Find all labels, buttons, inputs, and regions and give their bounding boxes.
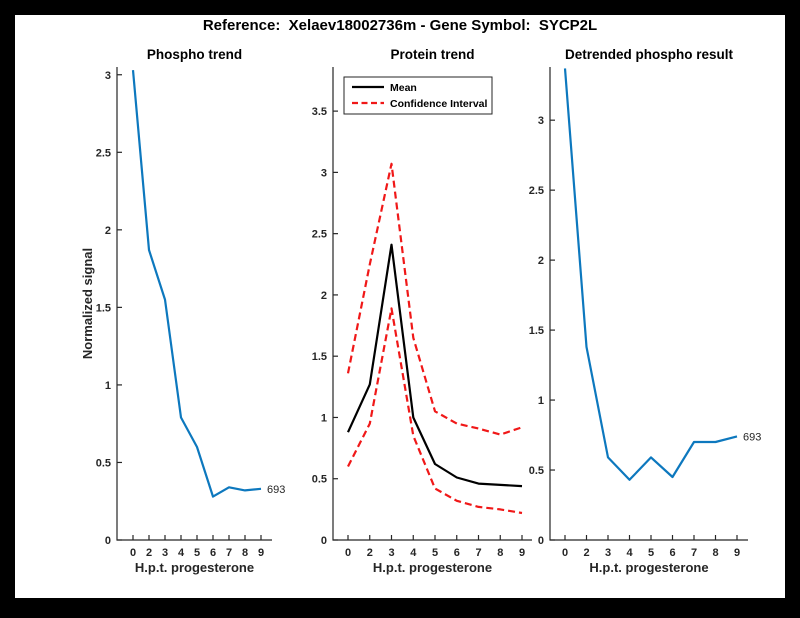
series-mean [346,243,523,488]
y-tick-label: 1 [321,412,327,424]
legend-entry-label: Mean [390,82,417,94]
y-tick-label: 0.5 [312,474,327,486]
x-tick-label: 0 [130,547,136,559]
subplot-title: Phospho trend [147,47,242,62]
x-tick-label: 3 [162,547,168,559]
y-tick-labels: 0 0.5 1 1.5 2 2.5 3 [96,70,122,547]
y-axis-label: Normalized signal [80,248,95,359]
subplot-title: Protein trend [390,47,474,62]
x-tick-label: 2 [583,547,589,559]
x-tick-label: 9 [258,547,264,559]
x-tick-label: 3 [605,547,611,559]
figure-title: Reference: Xelaev18002736m - Gene Symbol… [202,17,598,34]
y-tick-label: 3 [321,167,327,179]
subplot-2: 0 0.5 1 1.5 2 2.5 3 3.5 0 2 3 4 5 6 7 8 9 Protein trend H.… [312,47,532,575]
subplot-title: Detrended phospho result [565,47,734,62]
x-tick-label: 5 [194,547,200,559]
legend-entry-label: Confidence Interval [390,98,488,110]
legend: Mean Confidence Interval [343,76,493,115]
x-tick-label: 4 [626,547,633,559]
x-axis-label: H.p.t. progesterone [589,560,708,575]
legend-box [343,76,493,115]
x-tick-label: 5 [432,547,438,559]
x-tick-label: 8 [497,547,503,559]
y-tick-label: 3 [538,115,544,127]
end-point-label: 693 [743,431,761,443]
end-point-label: 693 [267,484,285,496]
x-tick-labels: 0 2 3 4 5 6 7 8 9 [562,535,740,559]
subplot-3: 0 0.5 1 1.5 2 2.5 3 0 2 3 4 5 6 7 8 9 Detrended phospho … [529,47,762,575]
x-tick-label: 7 [475,547,481,559]
y-tick-labels: 0 0.5 1 1.5 2 2.5 3 3.5 [312,106,338,547]
axes-lines [549,67,748,541]
y-tick-label: 2 [321,290,327,302]
y-tick-label: 1.5 [529,325,544,337]
y-tick-label: 3 [105,70,111,82]
y-tick-label: 0.5 [96,457,111,469]
series-ci-upper [346,162,523,436]
y-tick-label: 2.5 [529,185,544,197]
y-tick-label: 0 [105,535,111,547]
series-detrended-phospho [563,68,738,481]
y-tick-label: 1 [538,395,544,407]
y-tick-label: 0 [321,535,327,547]
x-tick-label: 6 [669,547,675,559]
y-tick-label: 3.5 [312,106,327,118]
x-tick-label: 7 [691,547,697,559]
y-tick-label: 1 [105,380,111,392]
x-tick-label: 8 [712,547,718,559]
y-tick-label: 2.5 [312,229,327,241]
y-tick-label: 2 [538,255,544,267]
x-axis-label: H.p.t. progesterone [135,560,254,575]
x-tick-label: 6 [210,547,216,559]
x-tick-label: 7 [226,547,232,559]
x-tick-label: 0 [345,547,351,559]
x-tick-label: 4 [178,547,185,559]
x-tick-label: 8 [242,547,248,559]
x-axis-label: H.p.t. progesterone [373,560,492,575]
series-ci-lower [347,307,523,515]
axes-lines [116,67,272,541]
x-tick-label: 9 [734,547,740,559]
x-tick-label: 2 [367,547,373,559]
x-tick-label: 3 [388,547,394,559]
x-tick-label: 6 [454,547,460,559]
y-tick-label: 0.5 [529,465,544,477]
x-tick-label: 9 [519,547,525,559]
x-tick-labels: 0 2 3 4 5 6 7 8 9 [345,535,525,559]
y-tick-label: 2 [105,225,111,237]
x-tick-label: 4 [410,547,417,559]
y-tick-label: 1.5 [96,302,111,314]
y-tick-labels: 0 0.5 1 1.5 2 2.5 3 [529,115,555,547]
x-tick-label: 0 [562,547,568,559]
y-tick-label: 2.5 [96,147,111,159]
series-phospho-signal [131,70,262,498]
y-tick-label: 1.5 [312,351,327,363]
y-tick-label: 0 [538,535,544,547]
x-tick-label: 2 [146,547,152,559]
x-tick-label: 5 [648,547,654,559]
